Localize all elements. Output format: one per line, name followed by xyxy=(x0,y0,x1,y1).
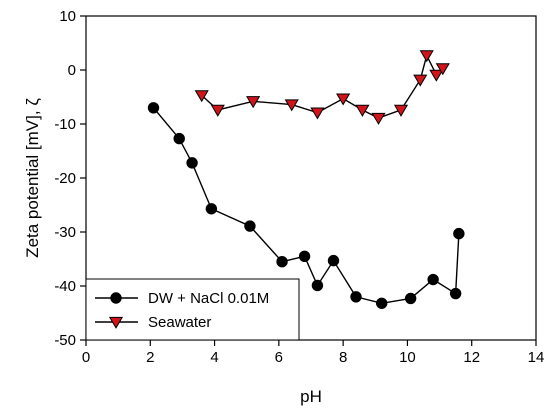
data-point xyxy=(336,93,351,106)
x-tick-label: 14 xyxy=(528,349,545,366)
data-point xyxy=(427,273,439,286)
y-tick-label: 10 xyxy=(59,8,76,25)
series-dw-nacl xyxy=(147,102,465,309)
x-axis-label: pH xyxy=(300,387,322,406)
data-point xyxy=(186,157,198,169)
data-point xyxy=(311,279,324,292)
data-point xyxy=(327,254,340,267)
data-point xyxy=(453,227,465,240)
data-point xyxy=(419,50,434,63)
y-tick-label: -10 xyxy=(54,116,76,133)
legend-entry: Seawater xyxy=(95,314,211,331)
x-tick-label: 10 xyxy=(399,349,416,366)
data-point xyxy=(244,220,256,232)
series-seawater xyxy=(194,50,450,125)
x-tick-label: 6 xyxy=(275,349,283,366)
data-point xyxy=(205,203,218,215)
legend-marker xyxy=(108,316,124,329)
axes-layer: 0 2 4 6 8 10 12 14 10 0 -10 -20 -30 -40 -50 pH Zeta pote… xyxy=(23,8,544,406)
y-axis-label: Zeta potential [mV], ζ xyxy=(23,98,42,258)
series-layer xyxy=(147,50,465,309)
data-point xyxy=(350,291,362,303)
data-point xyxy=(246,96,261,109)
legend-entry: DW + NaCl 0.01M xyxy=(95,290,269,307)
legend: DW + NaCl 0.01M Seawater xyxy=(85,278,300,341)
legend-marker xyxy=(110,292,122,304)
x-tick-label: 12 xyxy=(463,349,480,366)
data-point xyxy=(404,292,417,305)
x-tick-label: 8 xyxy=(339,349,347,366)
y-tick-label: -30 xyxy=(54,224,76,241)
data-point xyxy=(435,63,450,76)
data-point xyxy=(210,104,225,117)
data-point xyxy=(310,107,325,120)
legend-box xyxy=(85,278,300,341)
y-tick-label: 0 xyxy=(68,62,76,79)
data-point xyxy=(284,99,299,112)
x-tick-label: 0 xyxy=(82,349,90,366)
data-point xyxy=(276,256,288,268)
data-point xyxy=(194,90,209,103)
legend-label: DW + NaCl 0.01M xyxy=(148,290,269,307)
legend-label: Seawater xyxy=(148,314,211,331)
data-point xyxy=(449,287,462,300)
y-tick-label: -40 xyxy=(54,278,76,295)
data-point xyxy=(355,104,370,117)
data-point xyxy=(376,297,388,309)
y-tick-label: -20 xyxy=(54,170,76,187)
series-line xyxy=(152,107,460,304)
data-point xyxy=(393,104,409,117)
x-tick-label: 4 xyxy=(210,349,218,366)
data-point xyxy=(371,112,386,125)
data-point xyxy=(298,250,311,262)
data-point xyxy=(413,74,428,87)
x-tick-label: 2 xyxy=(146,349,154,366)
data-point xyxy=(173,132,185,145)
y-tick-label: -50 xyxy=(54,332,76,349)
data-point xyxy=(429,69,444,82)
data-point xyxy=(147,102,160,114)
